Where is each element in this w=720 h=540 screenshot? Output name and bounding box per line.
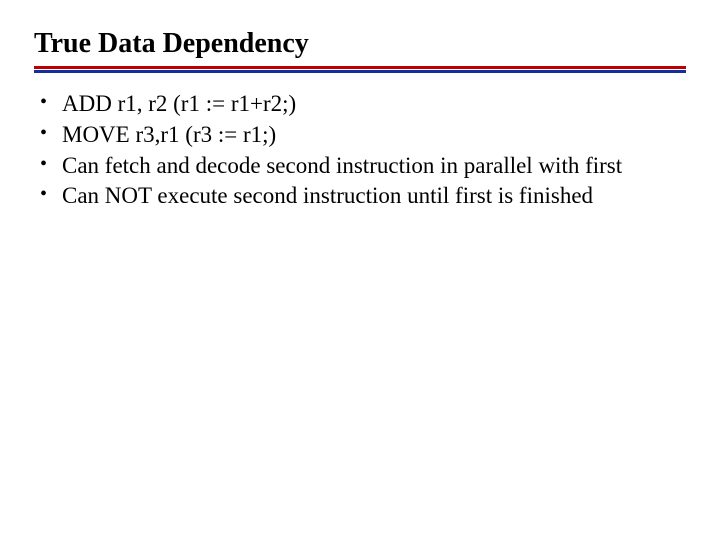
list-item: MOVE r3,r1 (r3 := r1;) [38,121,686,150]
bullet-list: ADD r1, r2 (r1 := r1+r2;) MOVE r3,r1 (r3… [34,90,686,211]
rule-blue [34,70,686,73]
title-underline [34,66,686,72]
list-item: Can NOT execute second instruction until… [38,182,686,211]
slide-title: True Data Dependency [34,28,686,60]
list-item: Can fetch and decode second instruction … [38,152,686,181]
list-item: ADD r1, r2 (r1 := r1+r2;) [38,90,686,119]
rule-red [34,66,686,69]
